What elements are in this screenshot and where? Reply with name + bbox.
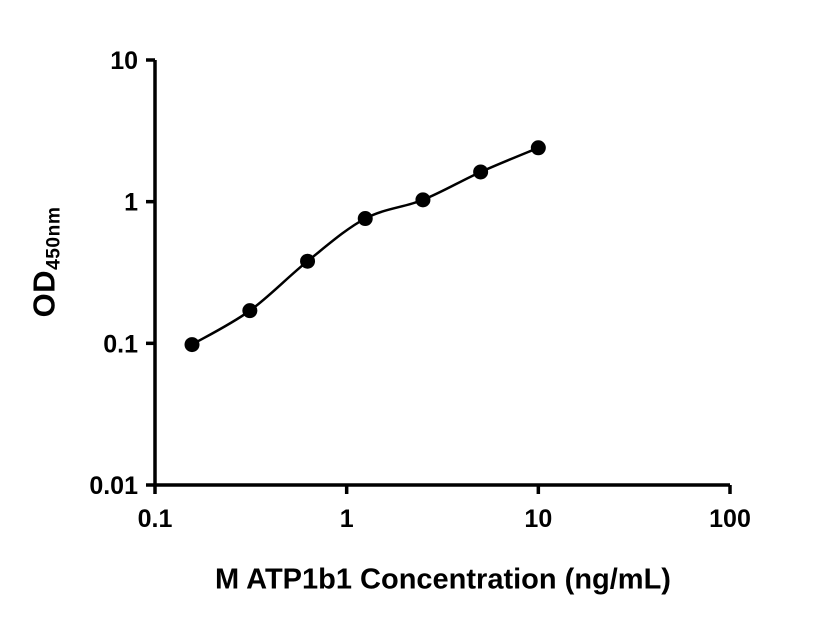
x-axis-title: M ATP1b1 Concentration (ng/mL) <box>215 563 671 596</box>
y-tick-label: 0.1 <box>103 330 138 358</box>
axes <box>153 60 730 487</box>
data-point <box>530 140 546 156</box>
y-tick-label: 1 <box>124 189 138 217</box>
data-point <box>242 303 258 319</box>
data-point <box>415 192 431 208</box>
x-tick-label: 1 <box>340 505 354 533</box>
data-point <box>357 211 373 227</box>
x-tick-label: 0.1 <box>138 505 173 533</box>
data-point <box>184 337 200 353</box>
y-tick-label: 0.01 <box>89 472 138 500</box>
data-point <box>300 253 316 269</box>
y-axis-title-subscript: 450nm <box>43 206 65 270</box>
data-point <box>473 164 489 180</box>
y-axis-title: OD450nm <box>27 207 66 318</box>
x-tick-label: 10 <box>524 505 552 533</box>
x-tick-label: 100 <box>709 505 751 533</box>
y-tick-label: 10 <box>110 47 138 75</box>
y-axis-title-main: OD <box>26 269 62 318</box>
